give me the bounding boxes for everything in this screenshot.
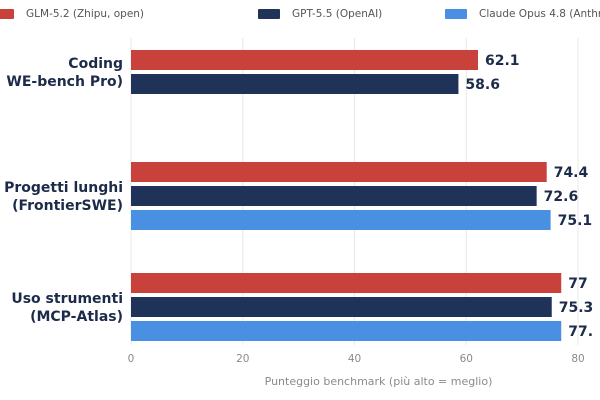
legend-label-glm: GLM-5.2 (Zhipu, open) — [26, 8, 145, 20]
chart-legend: GLM-5.2 (Zhipu, open) GPT-5.5 (OpenAI) C… — [0, 0, 600, 28]
bar-1-2 — [131, 162, 547, 182]
legend-label-gpt: GPT-5.5 (OpenAI) — [292, 8, 383, 20]
x-axis-title: Punteggio benchmark (più alto = meglio) — [265, 375, 493, 388]
value-label-3-2: 75.1 — [558, 213, 593, 229]
bar-3-2 — [131, 210, 551, 230]
category-label-1-line-1: Coding — [68, 56, 123, 72]
bar-2-1 — [131, 74, 459, 94]
value-label-2-3: 75.3 — [559, 300, 594, 316]
value-label-1-2: 74.4 — [554, 165, 589, 181]
bar-2-3 — [131, 297, 552, 317]
x-tick-label-0: 0 — [128, 353, 135, 365]
x-tick-label-20: 20 — [236, 353, 249, 365]
bar-3-3 — [131, 321, 562, 341]
bar-1-3 — [131, 273, 562, 293]
legend-swatch-claude — [445, 9, 467, 19]
value-label-2-2: 72.6 — [544, 189, 579, 205]
legend-item-glm: GLM-5.2 (Zhipu, open) — [0, 7, 144, 21]
bar-1-1 — [131, 50, 478, 70]
value-label-2-1: 58.6 — [465, 77, 500, 93]
value-label-1-1: 62.1 — [485, 53, 520, 69]
category-label-1-line-2: WE-bench Pro) — [6, 74, 123, 90]
x-tick-label-80: 80 — [571, 353, 584, 365]
value-label-3-3: 77. — [568, 324, 593, 340]
legend-swatch-gpt — [258, 9, 280, 19]
legend-label-claude: Claude Opus 4.8 (Anthr — [479, 8, 600, 20]
category-label-2-line-1: Progetti lunghi — [4, 180, 123, 196]
x-tick-label-60: 60 — [460, 353, 473, 365]
value-label-1-3: 77 — [568, 276, 587, 292]
bar-2-2 — [131, 186, 537, 206]
legend-swatch-glm — [0, 9, 14, 19]
x-tick-label-40: 40 — [348, 353, 361, 365]
legend-item-claude: Claude Opus 4.8 (Anthr — [445, 7, 600, 21]
category-label-2-line-2: (FrontierSWE) — [12, 198, 123, 214]
category-label-3-line-2: (MCP-Atlas) — [30, 309, 123, 325]
category-label-3-line-1: Uso strumenti — [11, 291, 123, 307]
legend-item-gpt: GPT-5.5 (OpenAI) — [258, 7, 382, 21]
